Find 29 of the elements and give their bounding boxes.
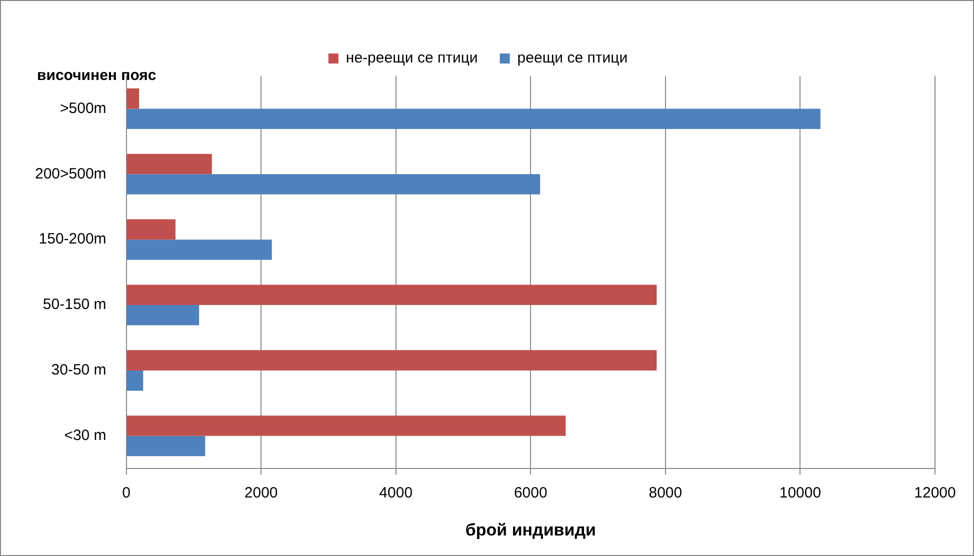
x-tick-label: 0 xyxy=(122,484,130,502)
bar xyxy=(126,154,212,174)
x-tick-label: 2000 xyxy=(244,484,278,502)
y-tick-label: 30-50 m xyxy=(51,362,106,379)
legend-label: реещи се птици xyxy=(517,50,628,67)
legend-label: не-реещи се птици xyxy=(346,50,478,67)
bar xyxy=(126,416,566,436)
bar xyxy=(126,350,657,370)
y-tick-label: 200>500m xyxy=(34,165,106,182)
bar xyxy=(126,108,820,129)
bar xyxy=(126,436,206,456)
bar xyxy=(126,284,657,306)
y-tick-label: <30 m xyxy=(64,427,106,444)
x-tick-label: 6000 xyxy=(514,484,548,502)
bar xyxy=(126,219,176,240)
y-tick-label: >500m xyxy=(60,100,106,117)
x-tick-label: 4000 xyxy=(379,484,413,502)
x-tick-label: 12000 xyxy=(914,484,956,502)
x-tick-label: 10000 xyxy=(779,484,822,502)
bar xyxy=(126,88,140,109)
bar xyxy=(126,370,144,391)
y-axis-title: височинен пояс xyxy=(37,67,156,84)
bar xyxy=(126,174,540,194)
y-tick-label: 150-200m xyxy=(38,230,106,248)
x-tick-label: 8000 xyxy=(648,484,682,502)
bar xyxy=(126,305,200,326)
x-axis-title: брой индивиди xyxy=(465,520,596,540)
bar xyxy=(126,240,272,260)
y-tick-label: 50-150 m xyxy=(42,296,106,314)
